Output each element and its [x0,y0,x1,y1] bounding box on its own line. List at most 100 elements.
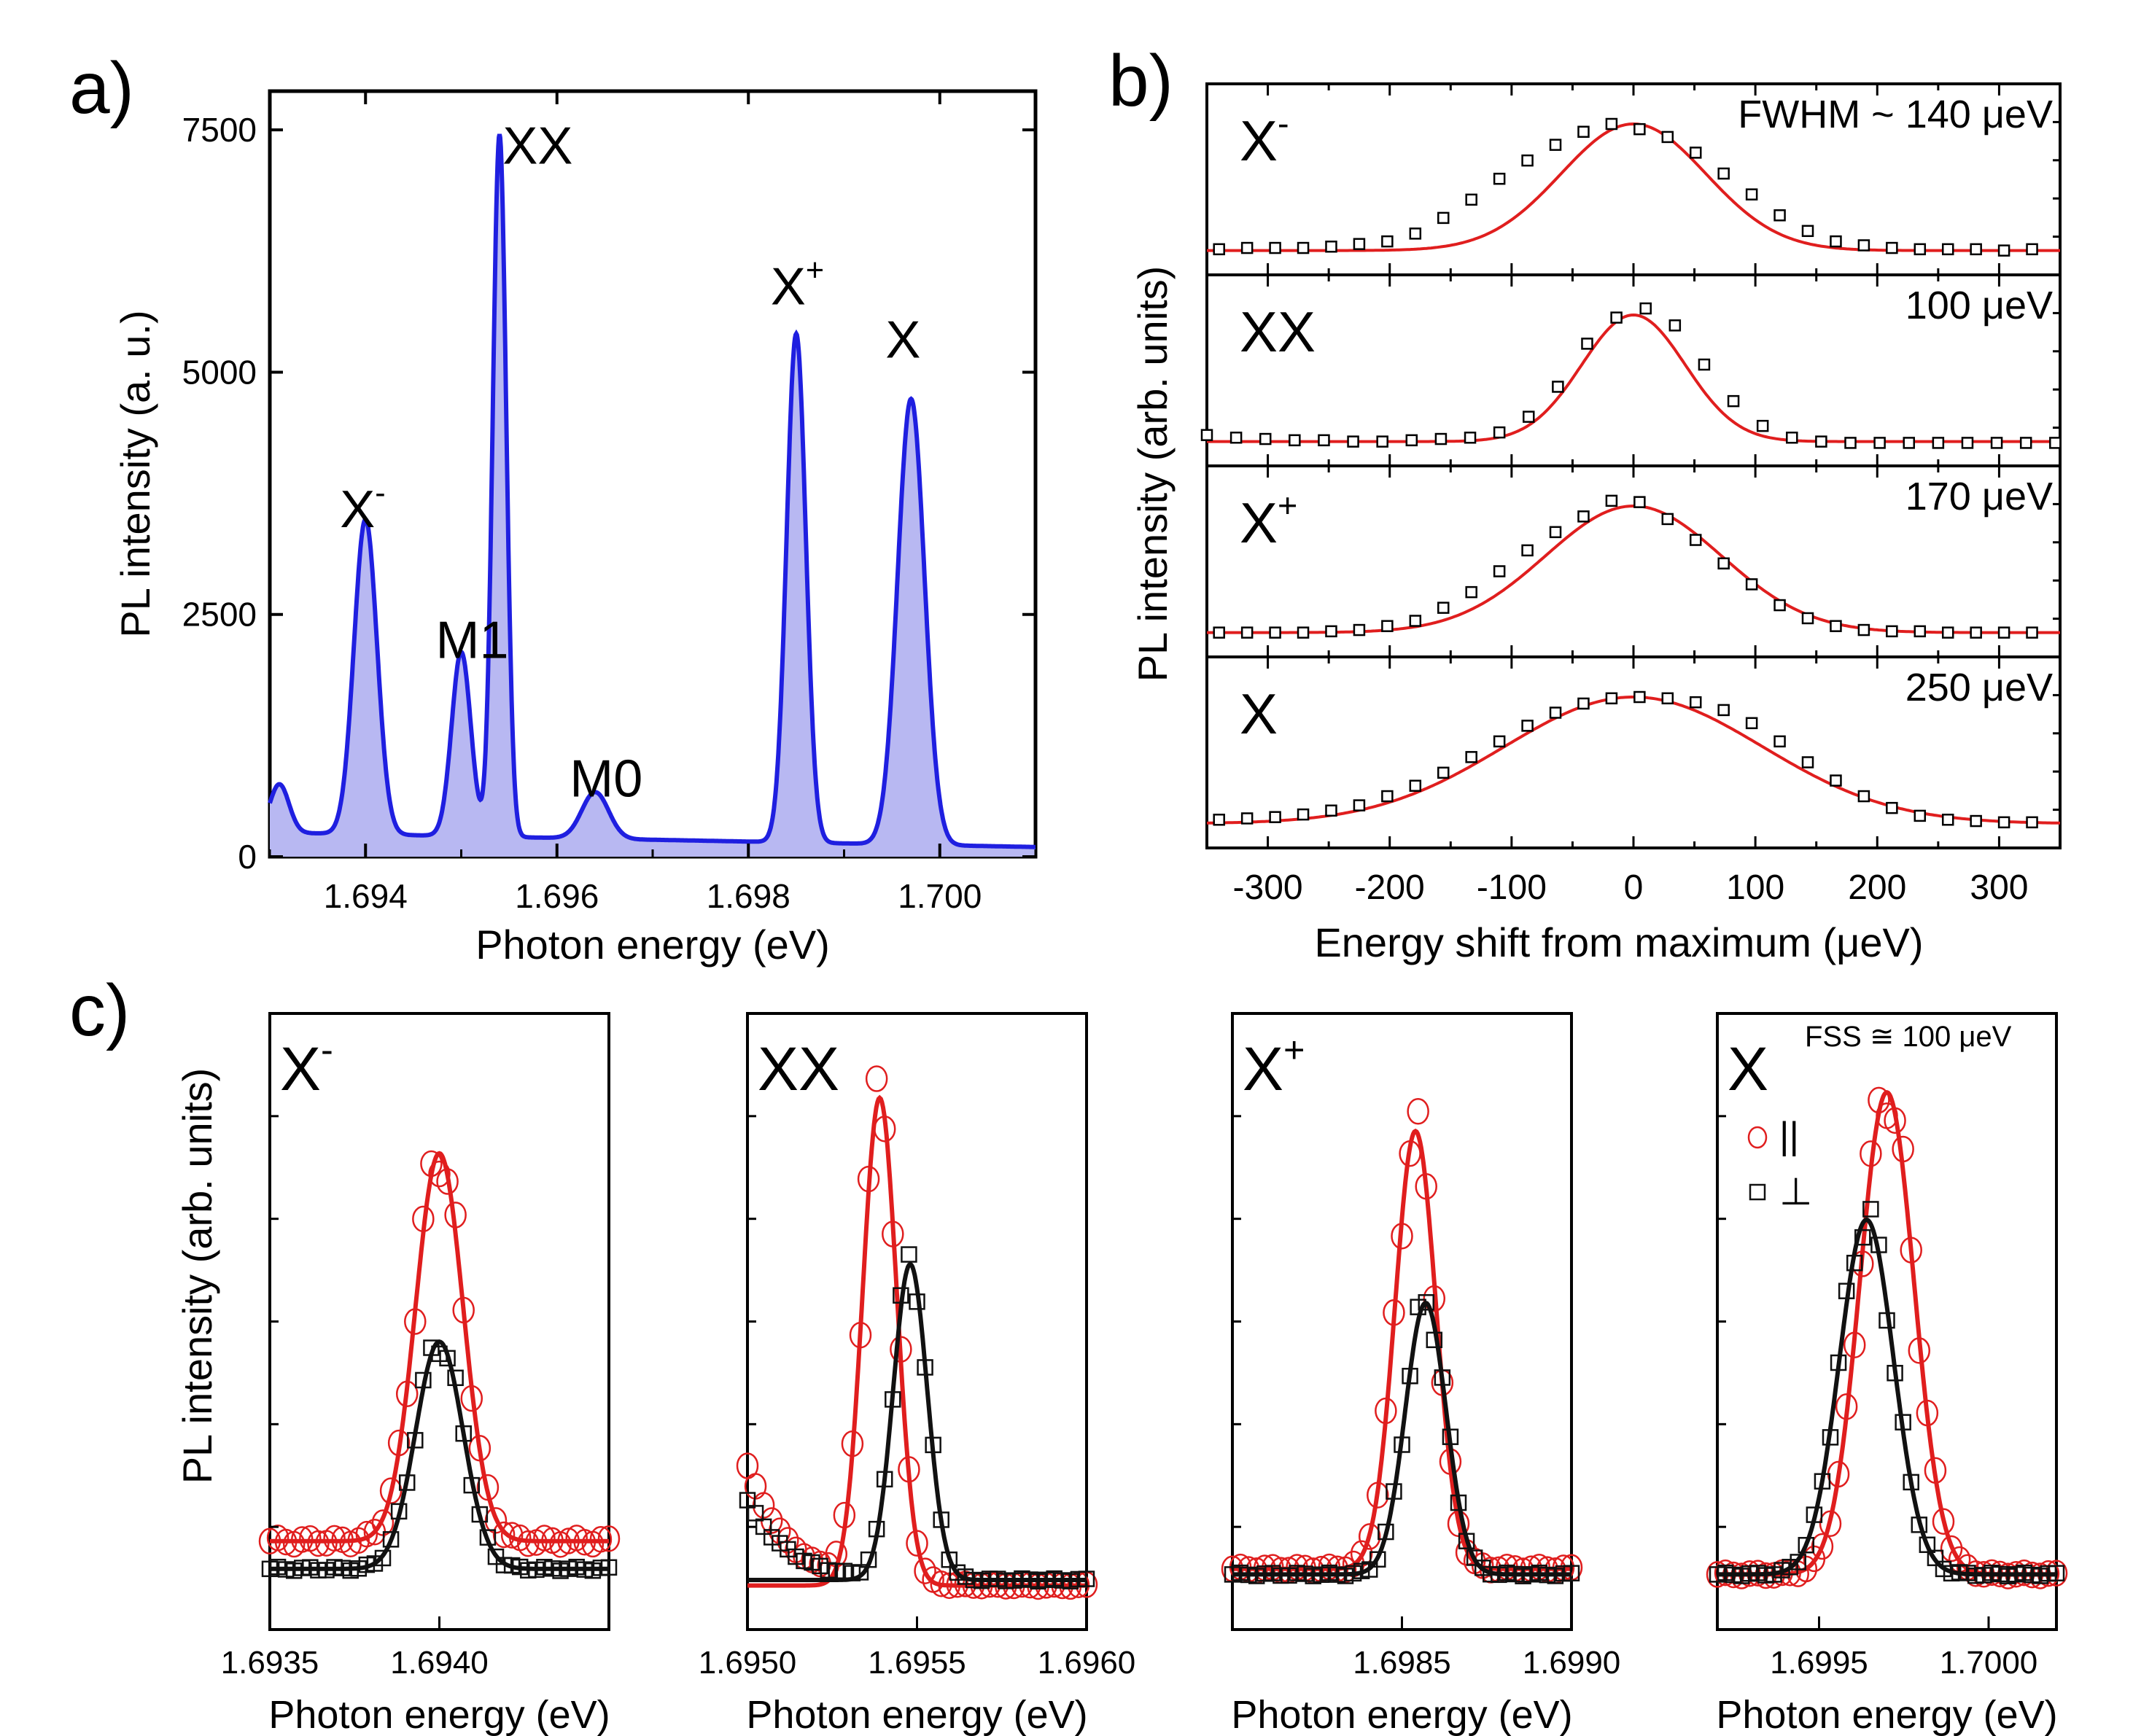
perpendicular-point [1806,1506,1823,1523]
parallel-point [395,1380,419,1408]
parallel-point [898,1456,920,1483]
perpendicular-point [1903,1474,1919,1491]
parallel-point [436,1168,459,1195]
y-tick-label: 0 [238,838,257,876]
data-point [2026,626,2038,639]
x-tick-label: 1.6950 [699,1645,797,1681]
x-tick-label: -200 [1355,868,1425,907]
x-tick-label: 0 [1624,868,1644,907]
peak-label: M1 [436,612,509,670]
x-tick-label: 1.696 [515,877,599,915]
data-point [1941,626,1954,639]
data-point [1549,139,1562,151]
subplot-label: X- [280,1029,333,1103]
data-point [1745,578,1758,591]
perpendicular-point [876,1471,893,1488]
parallel-point [533,1525,556,1552]
data-point [1815,435,1827,448]
data-point [1886,625,1898,638]
data-point [1661,131,1674,144]
perpendicular-point [860,1551,877,1568]
subplot-label: X- [1240,104,1289,173]
perpendicular-point [1378,1523,1394,1541]
parallel-fit [270,1151,609,1544]
parallel-point [428,1160,451,1188]
data-point [1830,620,1842,632]
data-point [1465,585,1477,599]
parallel-point [873,1116,896,1143]
x-tick-label: -300 [1233,868,1303,907]
data-point [1464,432,1477,444]
parallel-point [1892,1135,1914,1163]
parallel-point [914,1557,936,1584]
data-point [1521,720,1534,732]
data-point [1200,429,1213,441]
perpendicular-point [909,1293,925,1310]
perpendicular-point [1563,1565,1580,1581]
parallel-point [1843,1331,1866,1358]
data-point [1605,692,1618,705]
panel-c-chart: X- 1.6935 1.6940 Photon energy (eV) XX 1.6950… [174,1012,2068,1736]
perpendicular-point [479,1529,497,1546]
parallel-fit [1717,1089,2056,1577]
subplot-label: X+ [1240,486,1297,555]
data-point [1493,565,1506,577]
data-point [1857,623,1870,637]
parallel-point [1391,1223,1413,1250]
data-point [1289,434,1301,447]
perpendicular-point [447,1369,464,1387]
x-axis-label: Photon energy (eV) [746,1693,1087,1736]
data-point [2026,243,2038,256]
data-point [1727,394,1740,408]
pl-spectrum-line [268,133,1036,849]
data-point [1668,319,1682,332]
perpendicular-point [407,1432,424,1449]
data-point [1269,811,1281,823]
perpendicular-point [398,1474,416,1491]
panel-a-series [268,133,1036,857]
parallel-point [573,1529,597,1556]
data-point [1552,381,1564,393]
parallel-point [865,1065,888,1092]
data-point [1745,188,1758,201]
perpendicular-point [1887,1364,1903,1382]
data-point [1970,243,1982,256]
data-point [1409,779,1422,792]
data-point [1639,302,1652,315]
parallel-point [589,1526,613,1553]
data-point [1581,338,1593,350]
parallel-point [355,1520,378,1548]
perpendicular-point [382,1531,400,1548]
subplot-2: X+ 1.6985 1.6990 Photon energy (eV) [1221,1012,1620,1736]
data-point [1437,211,1450,225]
data-point [1661,513,1674,526]
data-point [1381,620,1394,632]
perpendicular-point [925,1436,941,1454]
fwhm-label: 170 μeV [1905,475,2053,518]
data-point [1997,244,2010,257]
data-point [1240,626,1254,639]
x-tick-label: 1.6960 [1038,1645,1136,1681]
perpendicular-point [471,1506,489,1523]
perpendicular-point [2048,1565,2065,1581]
parallel-point [841,1430,864,1457]
parallel-point [1884,1107,1906,1134]
perpendicular-point [1830,1354,1847,1371]
panel-a-ylabel: PL intensity (a. u.) [112,310,158,637]
data-point [1633,690,1646,704]
parallel-point [849,1321,872,1349]
x-tick-label: 1.7000 [1940,1645,2038,1681]
fwhm-label: 250 μeV [1905,666,2053,709]
data-point [1381,235,1394,248]
panel-b-xlabel: Energy shift from maximum (μeV) [1314,919,1923,965]
panel-a-xlabel: Photon energy (eV) [475,922,830,968]
data-point [1376,435,1388,448]
data-point [1549,526,1562,539]
data-point [1941,814,1954,826]
data-point [1873,437,1886,449]
parallel-point [1908,1337,1931,1364]
perpendicular-point [455,1425,472,1442]
perpendicular-fit [1232,1300,1571,1577]
perpendicular-fit [1717,1217,2056,1577]
data-point [1325,804,1337,817]
